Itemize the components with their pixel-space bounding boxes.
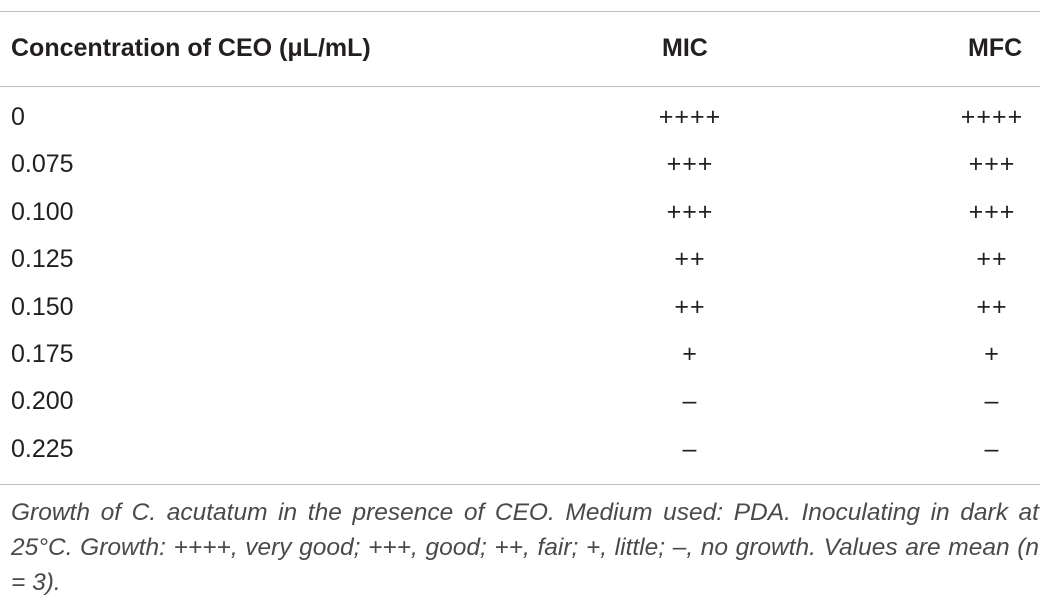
cell-mfc: ++ <box>976 245 1008 274</box>
header-mfc: MFC <box>968 34 1023 62</box>
cell-concentration: 0 <box>11 103 25 131</box>
cell-mfc: – <box>984 434 1000 463</box>
table-body: 0 ++++ ++++ 0.075 +++ +++ 0.100 +++ +++ … <box>0 94 1051 473</box>
table-row: 0.175 + + <box>0 331 1051 378</box>
cell-mic: +++ <box>666 150 714 179</box>
header-mic: MIC <box>662 34 708 62</box>
cell-mic: – <box>682 434 698 463</box>
table-row: 0 ++++ ++++ <box>0 94 1051 141</box>
cell-concentration: 0.175 <box>11 339 74 368</box>
cell-mic: +++ <box>666 197 714 226</box>
cell-mfc: + <box>984 339 1000 368</box>
table-header-row: Concentration of CEO (μL/mL) MIC MFC <box>0 28 1051 68</box>
cell-mic: ++ <box>674 245 706 274</box>
cell-mic: ++++ <box>658 103 722 131</box>
table-row: 0.225 – – <box>0 426 1051 473</box>
cell-mfc: +++ <box>968 197 1016 226</box>
cell-mfc: – <box>984 387 1000 416</box>
table-row: 0.075 +++ +++ <box>0 141 1051 188</box>
cell-concentration: 0.225 <box>11 434 74 463</box>
table-row: 0.125 ++ ++ <box>0 236 1051 283</box>
cell-mfc: ++++ <box>960 103 1024 131</box>
cell-concentration: 0.075 <box>11 150 74 179</box>
cell-concentration: 0.200 <box>11 387 74 416</box>
table-row: 0.100 +++ +++ <box>0 189 1051 236</box>
table-top-rule <box>0 11 1040 12</box>
cell-mic: – <box>682 387 698 416</box>
cell-concentration: 0.125 <box>11 245 74 274</box>
cell-concentration: 0.100 <box>11 197 74 226</box>
cell-mfc: +++ <box>968 150 1016 179</box>
table-row: 0.200 – – <box>0 378 1051 425</box>
header-concentration: Concentration of CEO (μL/mL) <box>11 34 371 62</box>
table-bottom-rule <box>0 484 1040 485</box>
cell-mic: + <box>682 339 698 368</box>
table-footnote: Growth of C. acutatum in the presence of… <box>11 499 1039 596</box>
cell-concentration: 0.150 <box>11 292 74 321</box>
cell-mic: ++ <box>674 292 706 321</box>
table-header-rule <box>0 86 1040 87</box>
table-row: 0.150 ++ ++ <box>0 284 1051 331</box>
cell-mfc: ++ <box>976 292 1008 321</box>
